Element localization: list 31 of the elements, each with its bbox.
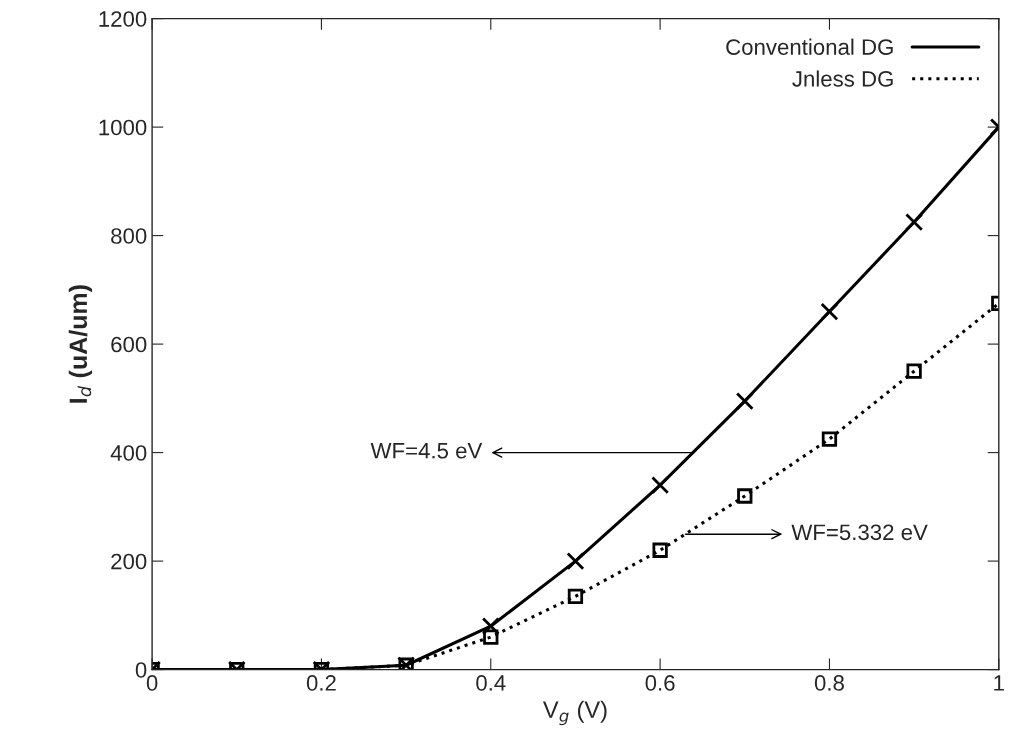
point [821, 431, 838, 447]
point [905, 213, 924, 232]
x-tick-label: 0 [146, 675, 158, 691]
x-tick-label: 0.2 [306, 675, 336, 691]
legend-label: Conventional DG [726, 38, 893, 55]
y-tick-label: 1000 [99, 119, 147, 136]
point [737, 488, 753, 504]
point [567, 588, 584, 604]
x-tick-label: 0.4 [476, 675, 506, 691]
point [906, 363, 922, 379]
y-axis-title: I$_{d}$ (uA/um) [68, 285, 93, 403]
y-tick-label: 1200 [99, 11, 147, 27]
x-tick-label: 0.6 [645, 675, 675, 691]
x-tick-label: 0.8 [814, 675, 844, 691]
point [481, 617, 500, 636]
point [735, 392, 754, 411]
y-tick-label: 400 [110, 445, 147, 461]
annotation: WF=4.5 eV [370, 443, 483, 459]
y-tick-label: 600 [111, 336, 147, 353]
y-tick-label: 0 [135, 662, 147, 678]
y-tick-label: 800 [111, 228, 147, 244]
x-axis-title: V$_{g}$ (V) [542, 700, 607, 726]
x-tick-label: 1 [994, 675, 1004, 691]
point [483, 629, 499, 645]
point [652, 542, 668, 558]
legend-label: Jnless DG [792, 70, 893, 87]
y-tick-label: 200 [111, 553, 147, 570]
point [566, 552, 585, 571]
point [820, 302, 839, 321]
annotation: WF=5.332 eV [791, 524, 928, 541]
point [651, 476, 670, 495]
